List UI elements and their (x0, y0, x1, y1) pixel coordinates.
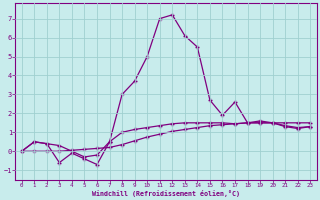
X-axis label: Windchill (Refroidissement éolien,°C): Windchill (Refroidissement éolien,°C) (92, 190, 240, 197)
